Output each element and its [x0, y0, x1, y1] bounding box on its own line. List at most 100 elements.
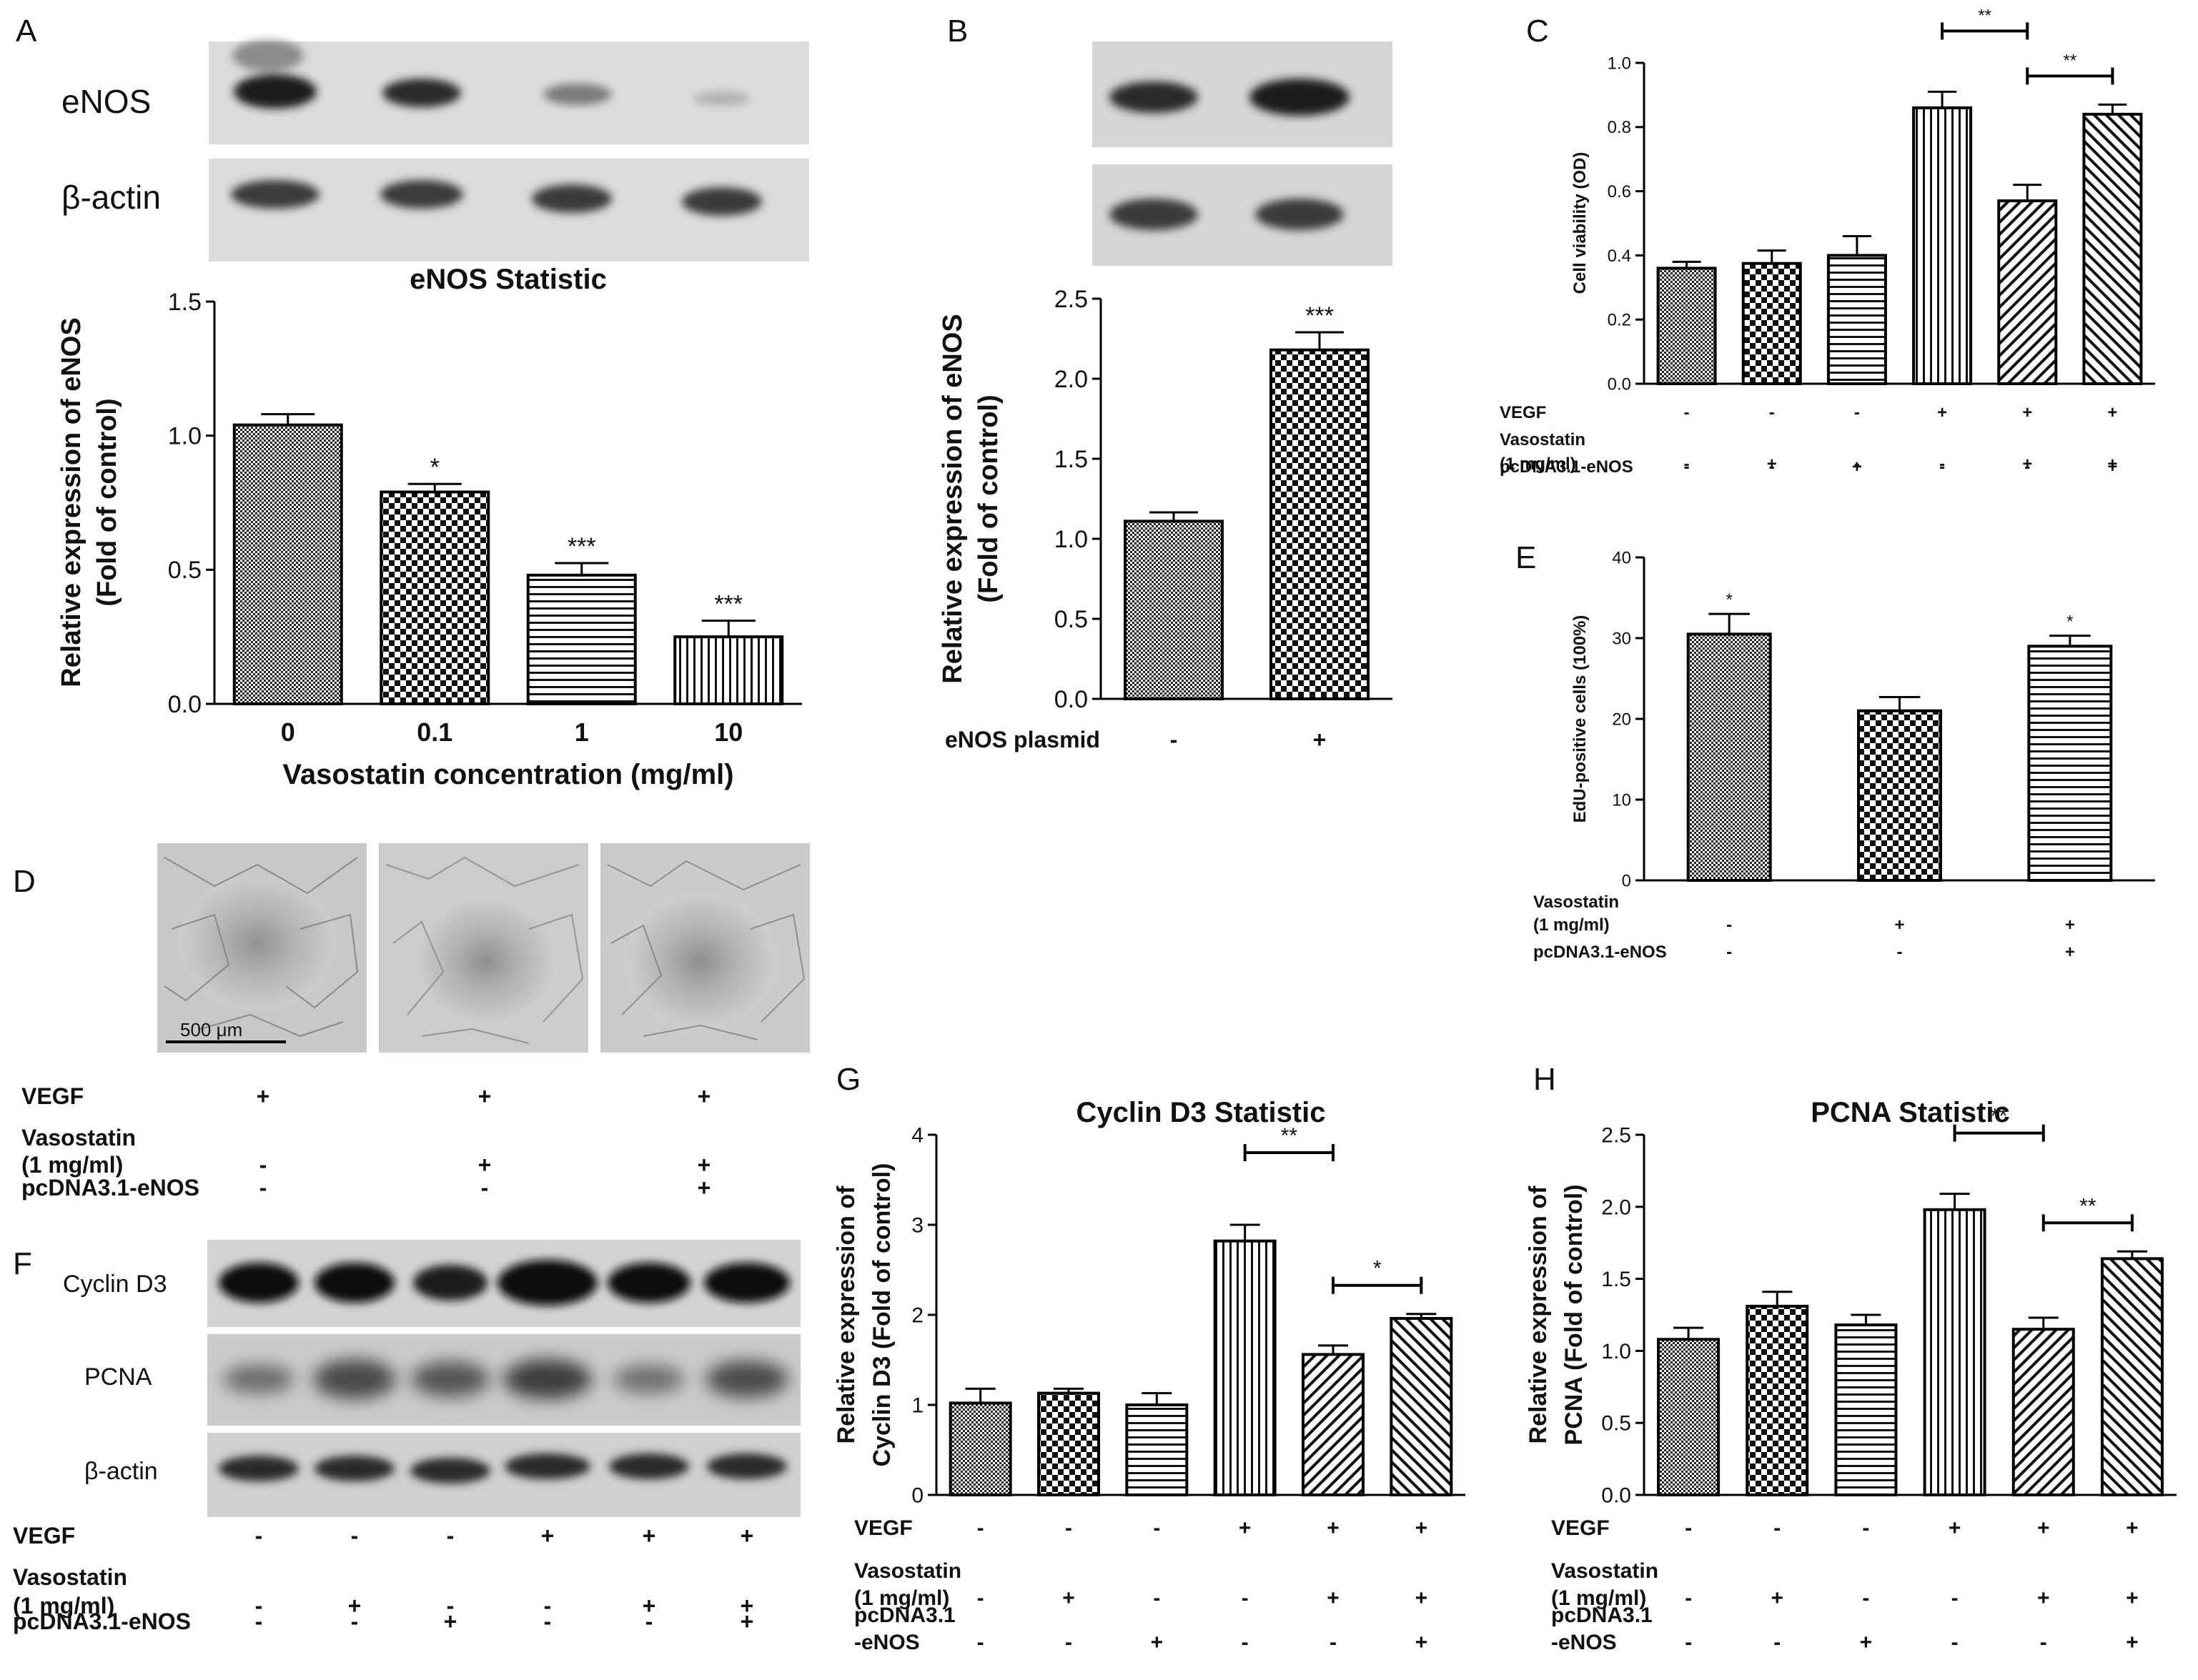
panel-letter-h: H — [1533, 1062, 1556, 1097]
bar — [2027, 645, 2113, 882]
condition-sign: - — [1065, 1631, 1072, 1654]
bar — [1269, 348, 1370, 700]
y-tick-label: 0 — [911, 1484, 924, 1508]
condition-sign: + — [1327, 1516, 1340, 1540]
condition-sign: - — [259, 1152, 267, 1178]
bar — [1857, 709, 1942, 883]
condition-sign: + — [2126, 1586, 2139, 1610]
condition-sign: - — [1684, 457, 1690, 477]
y-tick-label: 1.5 — [1054, 446, 1088, 473]
tube-image-2 — [379, 843, 588, 1053]
condition-label-2: (1 mg/ml) — [13, 1593, 114, 1619]
y-axis-label: Relative expression of — [833, 1186, 860, 1444]
condition-sign: - — [1862, 1586, 1869, 1610]
bar — [1826, 254, 1887, 385]
y-tick-label: 0.5 — [168, 557, 202, 584]
chart-title: Cyclin D3 Statistic — [1076, 1097, 1325, 1128]
condition-sign: + — [741, 1523, 754, 1549]
x-tick-label: + — [1313, 727, 1327, 752]
condition-label: VEGF — [1551, 1516, 1610, 1540]
condition-sign: - — [977, 1586, 984, 1610]
conditions-f: VEGF - - - + + +Vasostatin(1 mg/ml) - + - - + +pcDNA… — [13, 1523, 753, 1634]
condition-sign: + — [1852, 457, 1862, 477]
bracket-label: ** — [1281, 1124, 1298, 1148]
significance-label: * — [430, 454, 440, 481]
x-tick-label: 0.1 — [417, 717, 452, 747]
y-tick-label: 2.0 — [1601, 1196, 1631, 1219]
bar — [380, 490, 490, 706]
panel-letter-f: F — [13, 1246, 32, 1281]
y-tick-label: 20 — [1612, 710, 1631, 729]
condition-sign: - — [1951, 1631, 1959, 1654]
condition-sign: + — [2037, 1516, 2050, 1540]
condition-label: Vasostatin — [1551, 1559, 1658, 1583]
condition-sign: + — [1771, 1586, 1783, 1610]
panel-letter-b: B — [947, 14, 968, 49]
condition-sign: - — [645, 1609, 653, 1634]
condition-sign: - — [1769, 457, 1775, 477]
panel-letter-a: A — [16, 14, 37, 49]
condition-sign: + — [478, 1152, 492, 1178]
condition-label-2: -eNOS — [1551, 1631, 1617, 1654]
bar — [1657, 1338, 1721, 1496]
condition-label-2: (1 mg/ml) — [1500, 454, 1576, 474]
condition-sign: - — [1685, 1516, 1692, 1540]
bar — [526, 573, 637, 706]
condition-sign: - — [1685, 1586, 1692, 1610]
condition-sign: - — [544, 1593, 552, 1619]
condition-sign: - — [1939, 454, 1945, 474]
condition-sign: + — [2022, 403, 2032, 422]
tube-image-3 — [600, 843, 810, 1053]
condition-sign: - — [1726, 915, 1732, 935]
panel-letter-g: G — [836, 1062, 861, 1097]
y-axis-label-2: Cyclin D3 (Fold of control) — [868, 1163, 896, 1467]
condition-sign: - — [1854, 454, 1860, 474]
bar — [2011, 1328, 2075, 1497]
blot-f-label-actin: β-actin — [84, 1458, 158, 1485]
condition-sign: + — [1894, 915, 1904, 935]
condition-sign: + — [1860, 1631, 1873, 1654]
condition-sign: - — [1684, 403, 1690, 422]
condition-sign: + — [2126, 1516, 2139, 1540]
significance-label: *** — [568, 533, 596, 560]
significance-label: * — [2066, 612, 2073, 632]
condition-sign: + — [1415, 1631, 1428, 1654]
y-tick-label: 0.0 — [1608, 374, 1631, 394]
y-tick-label: 4 — [911, 1124, 924, 1148]
y-tick-label: 1.0 — [1054, 526, 1088, 553]
condition-sign: + — [541, 1523, 555, 1549]
y-axis-label: EdU-positive cells (100%) — [1570, 615, 1590, 823]
condition-sign: - — [1769, 403, 1775, 422]
condition-sign: + — [2126, 1631, 2139, 1654]
y-tick-label: 0 — [1622, 871, 1631, 890]
condition-label-2: -eNOS — [854, 1631, 920, 1654]
condition-label-2: (1 mg/ml) — [1551, 1586, 1646, 1610]
y-axis-label: Relative expression of eNOS — [938, 314, 968, 683]
condition-sign: - — [481, 1175, 489, 1201]
y-tick-label: 1.0 — [1601, 1340, 1631, 1363]
blot-f-label-pcna: PCNA — [84, 1363, 152, 1391]
bar — [1746, 1304, 1809, 1497]
bar — [1923, 1208, 1986, 1497]
chart-title: eNOS Statistic — [410, 264, 607, 295]
panel-letter-c: C — [1526, 14, 1549, 49]
condition-sign: + — [1949, 1516, 1961, 1540]
y-tick-label: 0.5 — [1054, 606, 1088, 633]
y-tick-label: 1.0 — [1608, 54, 1631, 73]
y-tick-label: 3 — [911, 1214, 924, 1238]
condition-label-2: (1 mg/ml) — [21, 1152, 123, 1178]
y-axis-label: Relative expression of — [1525, 1186, 1552, 1444]
y-axis-label: Relative expression of eNOS — [56, 317, 86, 687]
condition-sign: + — [2107, 457, 2117, 477]
y-axis-label-2: PCNA (Fold of control) — [1560, 1184, 1588, 1445]
y-tick-label: 1 — [911, 1394, 924, 1418]
x-axis-label: Vasostatin concentration (mg/ml) — [282, 759, 733, 790]
significance-label: *** — [1305, 302, 1334, 329]
condition-sign: + — [1239, 1516, 1252, 1540]
y-tick-label: 0.4 — [1608, 247, 1631, 266]
condition-sign: - — [255, 1609, 263, 1634]
y-tick-label: 1.5 — [168, 289, 202, 316]
condition-sign: - — [1242, 1586, 1249, 1610]
bar — [1912, 106, 1973, 386]
